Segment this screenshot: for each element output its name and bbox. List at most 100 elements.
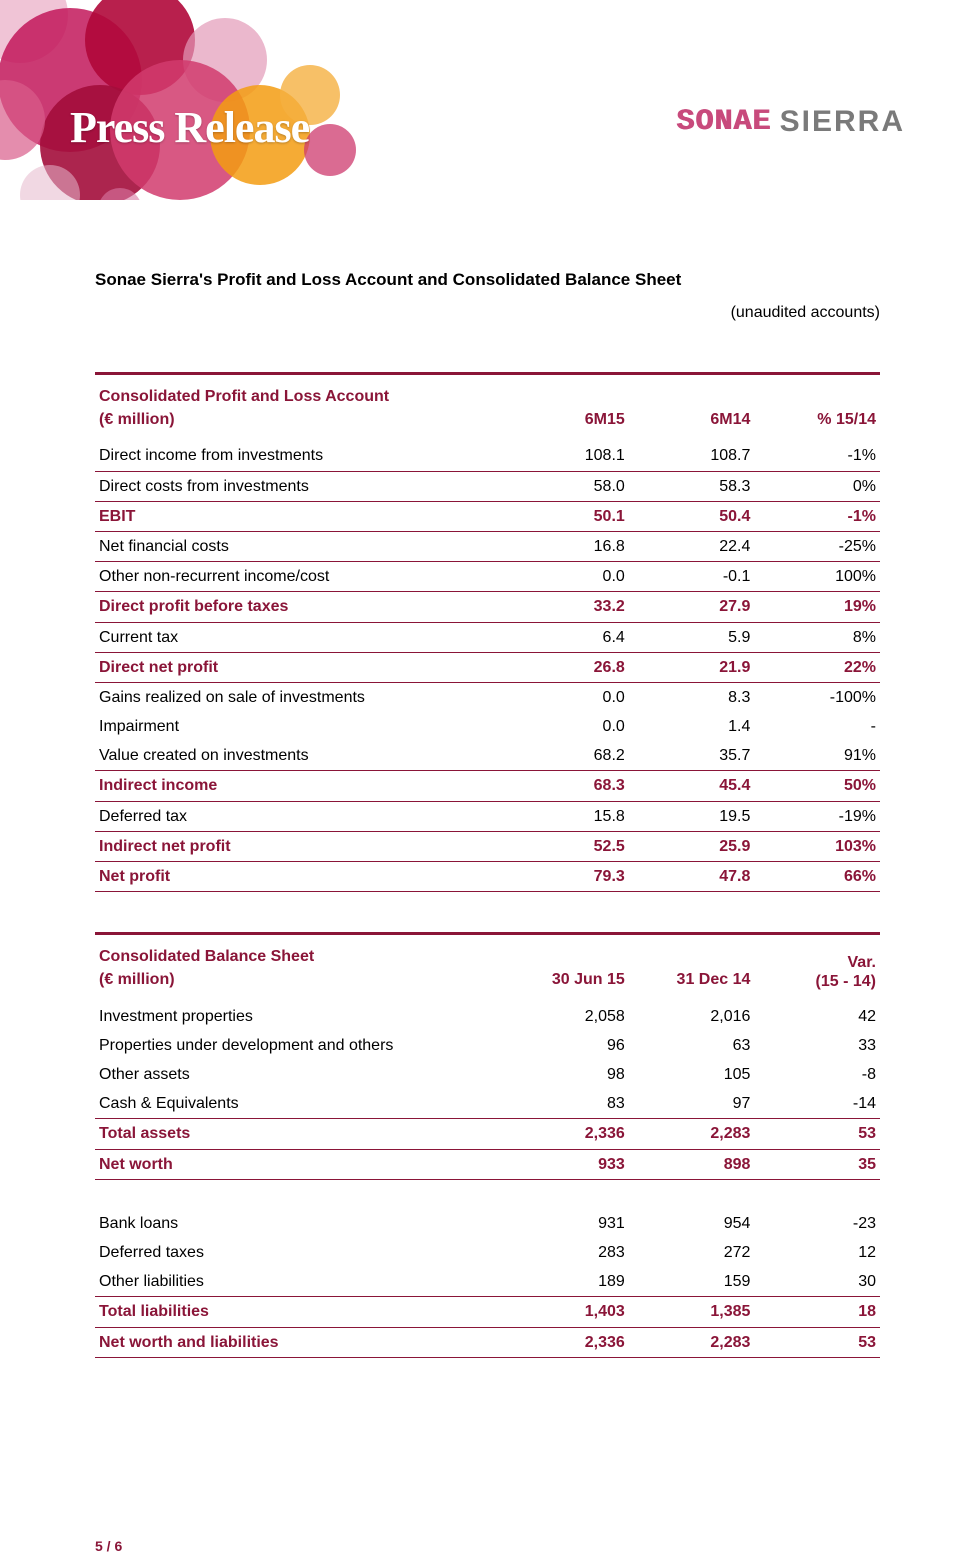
row-value: 22.4 — [629, 531, 755, 561]
row-value: 35.7 — [629, 741, 755, 771]
row-value: 954 — [629, 1209, 755, 1238]
pl-header-unit: (€ million) — [99, 411, 175, 428]
row-value: -0.1 — [629, 562, 755, 592]
row-label: Total assets — [95, 1119, 503, 1149]
table-row: Bank loans931954-23 — [95, 1209, 880, 1238]
row-label: Direct income from investments — [95, 441, 503, 471]
bs-col3-l2: (15 - 14) — [816, 973, 876, 990]
table-row: Other non-recurrent income/cost0.0-0.110… — [95, 562, 880, 592]
row-value: 98 — [503, 1060, 629, 1089]
row-value: 68.3 — [503, 771, 629, 801]
row-value: -1% — [754, 501, 880, 531]
logo-sonae-text: SONAE — [677, 105, 772, 139]
table-row: Deferred taxes28327212 — [95, 1238, 880, 1267]
bs-col3-l1: Var. — [848, 954, 876, 971]
row-value: 1.4 — [629, 712, 755, 741]
company-logo: SONAE SIERRA — [677, 105, 905, 139]
row-value: 25.9 — [629, 831, 755, 861]
row-value: 27.9 — [629, 592, 755, 622]
row-value: 2,058 — [503, 1002, 629, 1031]
logo-sierra-text: SIERRA — [780, 105, 905, 139]
row-value: -23 — [754, 1209, 880, 1238]
row-value: 0% — [754, 471, 880, 501]
row-label: Gains realized on sale of investments — [95, 682, 503, 712]
table-row: Gains realized on sale of investments0.0… — [95, 682, 880, 712]
row-label: Properties under development and others — [95, 1031, 503, 1060]
balance-sheet-table: Consolidated Balance Sheet (€ million) 3… — [95, 932, 880, 1358]
row-value: 47.8 — [629, 862, 755, 892]
row-label: Deferred taxes — [95, 1238, 503, 1267]
table-row: Total assets2,3362,28353 — [95, 1119, 880, 1149]
row-value: -25% — [754, 531, 880, 561]
row-label: Value created on investments — [95, 741, 503, 771]
row-label: Impairment — [95, 712, 503, 741]
row-label: Cash & Equivalents — [95, 1089, 503, 1119]
row-label: Bank loans — [95, 1209, 503, 1238]
row-label: Other non-recurrent income/cost — [95, 562, 503, 592]
table-row: Other assets98105-8 — [95, 1060, 880, 1089]
row-value: -100% — [754, 682, 880, 712]
row-value: 100% — [754, 562, 880, 592]
row-value: 108.1 — [503, 441, 629, 471]
row-label: Other assets — [95, 1060, 503, 1089]
table-header-row: Consolidated Balance Sheet (€ million) 3… — [95, 934, 880, 1002]
bs-header-title: Consolidated Balance Sheet — [99, 948, 314, 965]
row-value: 283 — [503, 1238, 629, 1267]
bs-header-unit: (€ million) — [99, 971, 175, 988]
table-row: Indirect net profit52.525.9103% — [95, 831, 880, 861]
row-value: 5.9 — [629, 622, 755, 652]
row-value: 42 — [754, 1002, 880, 1031]
row-label: Net profit — [95, 862, 503, 892]
row-label: Indirect net profit — [95, 831, 503, 861]
row-value: 63 — [629, 1031, 755, 1060]
row-value: 2,336 — [503, 1327, 629, 1357]
row-value: 58.0 — [503, 471, 629, 501]
row-value: 16.8 — [503, 531, 629, 561]
row-value: 26.8 — [503, 652, 629, 682]
row-label: Direct profit before taxes — [95, 592, 503, 622]
row-value: 50.1 — [503, 501, 629, 531]
row-label — [95, 1179, 503, 1209]
row-value: 189 — [503, 1267, 629, 1297]
row-label: EBIT — [95, 501, 503, 531]
table-row: Net worth and liabilities2,3362,28353 — [95, 1327, 880, 1357]
row-label: Indirect income — [95, 771, 503, 801]
row-value: 30 — [754, 1267, 880, 1297]
row-value: 898 — [629, 1149, 755, 1179]
row-value: 6.4 — [503, 622, 629, 652]
pl-col3: % 15/14 — [754, 374, 880, 442]
row-value — [629, 1179, 755, 1209]
row-value: -8 — [754, 1060, 880, 1089]
profit-loss-table: Consolidated Profit and Loss Account (€ … — [95, 372, 880, 892]
row-label: Other liabilities — [95, 1267, 503, 1297]
row-label: Net worth — [95, 1149, 503, 1179]
row-value: 0.0 — [503, 682, 629, 712]
row-value: 35 — [754, 1149, 880, 1179]
table-row: Direct net profit26.821.922% — [95, 652, 880, 682]
header-graphic: Press Release SONAE SIERRA — [0, 0, 960, 200]
row-value: 15.8 — [503, 801, 629, 831]
row-value: -19% — [754, 801, 880, 831]
row-value: 159 — [629, 1267, 755, 1297]
decorative-bubbles — [0, 0, 400, 200]
table-row: EBIT50.150.4-1% — [95, 501, 880, 531]
press-release-title: Press Release — [70, 102, 309, 153]
pl-col2: 6M14 — [629, 374, 755, 442]
table-row: Current tax6.45.98% — [95, 622, 880, 652]
row-value: 0.0 — [503, 712, 629, 741]
row-value: 66% — [754, 862, 880, 892]
row-label: Net worth and liabilities — [95, 1327, 503, 1357]
row-value: 50% — [754, 771, 880, 801]
table-header-row: Consolidated Profit and Loss Account (€ … — [95, 374, 880, 442]
row-value: -1% — [754, 441, 880, 471]
row-label: Net financial costs — [95, 531, 503, 561]
row-value: 21.9 — [629, 652, 755, 682]
bs-col2: 31 Dec 14 — [629, 934, 755, 1002]
table-row: Investment properties2,0582,01642 — [95, 1002, 880, 1031]
row-value: 96 — [503, 1031, 629, 1060]
table-row — [95, 1179, 880, 1209]
bs-col1: 30 Jun 15 — [503, 934, 629, 1002]
row-value: 22% — [754, 652, 880, 682]
table-row: Indirect income68.345.450% — [95, 771, 880, 801]
row-value: 2,283 — [629, 1119, 755, 1149]
